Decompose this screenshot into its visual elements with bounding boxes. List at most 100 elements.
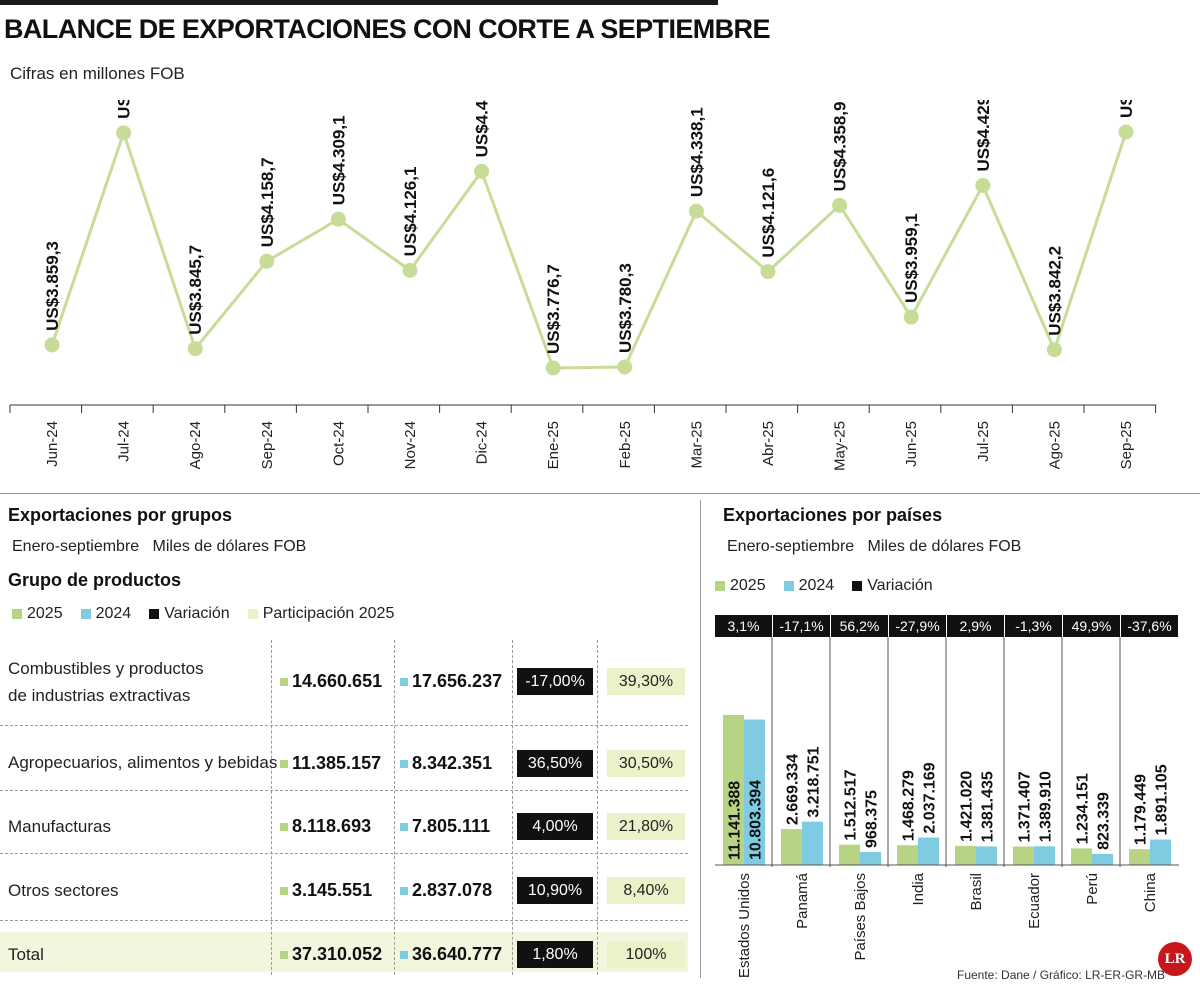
group-label-line1: Combustibles y productos — [8, 659, 204, 678]
bar-2024-label: 2.037.169 — [922, 762, 939, 833]
swatch-2024 — [400, 677, 408, 686]
data-point — [474, 163, 490, 179]
data-point — [617, 359, 633, 375]
bar-2024 — [744, 719, 765, 865]
row-separator — [0, 920, 688, 921]
data-point — [44, 337, 60, 353]
data-point — [402, 262, 418, 278]
x-tick-label: Jul-24 — [116, 421, 133, 462]
country-label: Perú — [1084, 873, 1101, 905]
monthly-exports-line-chart: US$3.859,3 Jun-24 US$4.618,3 Jul-24 US$3.845… — [9, 100, 1157, 471]
row-separator — [0, 853, 688, 854]
legend-label-2024: 2024 — [798, 577, 835, 594]
countries-legend: 2025 2024 Variación — [715, 577, 951, 595]
value-2024: 7.805.111 — [412, 816, 491, 836]
data-label: US$3.859,3 — [43, 241, 62, 331]
data-label: US$4.158,7 — [258, 157, 277, 247]
bar-2025-label: 1.234.151 — [1075, 773, 1092, 844]
row-separator — [0, 725, 688, 726]
group-value-2024: 7.805.111 — [400, 813, 490, 840]
bar-2024 — [976, 846, 997, 865]
group-value-2025: 14.660.651 — [280, 668, 382, 695]
exports-series-line — [50, 128, 1128, 370]
x-tick-label: Jul-25 — [975, 421, 992, 462]
data-label: US$3.780,3 — [616, 263, 635, 353]
bar-2024-label: 968.375 — [864, 790, 881, 848]
data-label: US$4.480,5 — [473, 100, 492, 157]
variacion-box — [1121, 615, 1178, 637]
group-label-line2: de industrias extractivas — [8, 686, 191, 705]
data-point — [116, 125, 132, 141]
bar-2024 — [802, 821, 823, 865]
data-label: US$4.358,9 — [831, 102, 850, 192]
legend-label-2024: 2024 — [95, 605, 132, 622]
country-label: China — [1142, 872, 1159, 912]
variacion-label: 2,9% — [960, 618, 992, 634]
bar-2025 — [1013, 846, 1034, 865]
x-tick-label: May-25 — [832, 421, 849, 471]
x-tick-label: Mar-25 — [688, 421, 705, 469]
group-value-2024: 2.837.078 — [400, 877, 492, 904]
group-participacion: 30,50% — [607, 750, 685, 777]
top-rule — [0, 0, 718, 5]
data-point — [330, 211, 346, 227]
country-label: Brasil — [968, 873, 985, 911]
swatch-2025 — [280, 677, 288, 686]
group-value-2025: 3.145.551 — [280, 877, 372, 904]
bar-2024-label: 823.339 — [1096, 792, 1113, 850]
legend-swatch-2025 — [715, 581, 725, 591]
variacion-label: 56,2% — [840, 618, 880, 634]
chart-subtitle: Cifras en millones FOB — [10, 64, 185, 83]
countries-title: Exportaciones por países — [723, 505, 943, 525]
group-value-2025: 11.385.157 — [280, 750, 381, 777]
data-label: US$4.121,6 — [759, 168, 778, 258]
bar-2024-label: 3.218.751 — [806, 746, 823, 817]
legend-item-2025: 2025 — [12, 605, 63, 623]
data-point — [545, 360, 561, 376]
bar-2025 — [897, 845, 918, 865]
data-point — [832, 197, 848, 213]
variacion-box — [1063, 615, 1120, 637]
groups-unit-text: Miles de dólares FOB — [152, 538, 307, 555]
value-2025: 8.118.693 — [292, 816, 372, 836]
country-label: Estados Unidos — [736, 873, 753, 978]
legend-swatch-2025 — [12, 609, 22, 619]
bar-2025-label: 11.141.388 — [727, 781, 744, 860]
bar-2024 — [1034, 846, 1055, 865]
group-variacion: 4,00% — [517, 813, 593, 840]
group-label-otros: Otros sectores — [8, 881, 119, 900]
country-label: Panamá — [794, 872, 811, 929]
brand-logo: LR — [1158, 942, 1192, 976]
swatch-2024 — [400, 886, 408, 895]
bar-2025-label: 1.512.517 — [843, 769, 860, 840]
x-tick-label: Nov-24 — [402, 421, 419, 469]
legend-label-2025: 2025 — [730, 577, 766, 594]
group-value-2024: 17.656.237 — [400, 668, 502, 695]
variacion-box — [1005, 615, 1062, 637]
countries-period-text: Enero-septiembre — [727, 538, 855, 555]
bar-2024-label: 1.891.105 — [1154, 764, 1171, 835]
countries-period: Enero-septiembre Miles de dólares FOB — [727, 538, 1021, 556]
groups-title: Exportaciones por grupos — [8, 505, 233, 525]
country-label: India — [910, 872, 927, 905]
bar-2025-label: 1.421.020 — [959, 771, 976, 842]
data-point — [688, 203, 704, 219]
bar-2024 — [1150, 839, 1171, 865]
value-2024: 8.342.351 — [412, 753, 493, 773]
chart-title: BALANCE DE EXPORTACIONES CON CORTE A SEP… — [4, 14, 770, 44]
data-label: US$4.618,3 — [115, 100, 134, 119]
groups-period: Enero-septiembre Miles de dólares FOB — [12, 538, 306, 556]
legend-label-variacion: Variación — [867, 577, 933, 594]
bar-2025-label: 2.669.334 — [785, 754, 802, 825]
group-value-2025: 37.310.052 — [280, 941, 382, 968]
variacion-label: 3,1% — [728, 618, 760, 634]
value-2025: 14.660.651 — [292, 671, 383, 691]
group-variacion: 36,50% — [517, 750, 593, 777]
data-label: US$4.429,9 — [974, 100, 993, 171]
variacion-label: -1,3% — [1015, 618, 1052, 634]
data-point — [1118, 124, 1134, 140]
group-variacion: 10,90% — [517, 877, 593, 904]
group-participacion: 39,30% — [607, 668, 685, 695]
bar-2025 — [1071, 848, 1092, 865]
legend-swatch-participacion — [247, 609, 258, 619]
